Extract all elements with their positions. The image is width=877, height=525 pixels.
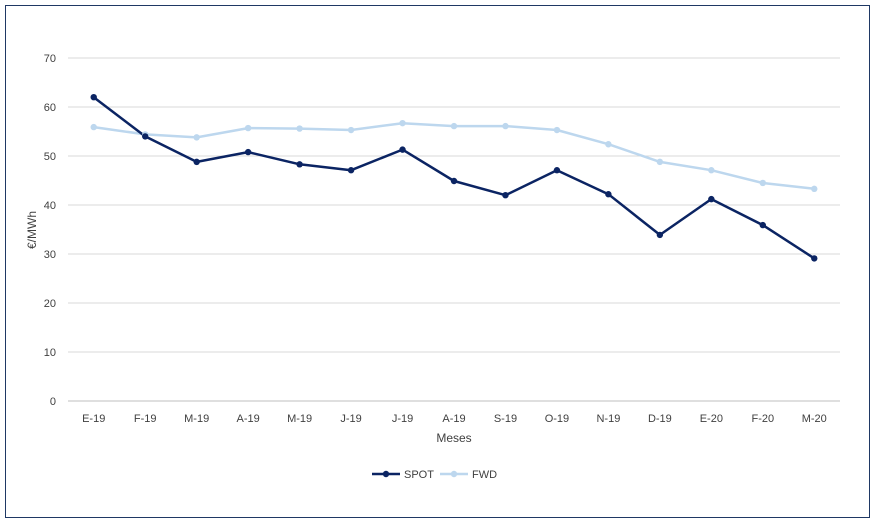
data-point-fwd [656, 158, 664, 166]
data-point-spot [708, 195, 715, 203]
x-tick-label: J-19 [392, 413, 413, 425]
x-tick-label: D-19 [648, 413, 672, 425]
data-point-spot [450, 177, 458, 185]
legend-item-spot: SPOT [372, 469, 434, 481]
data-point-spot [296, 161, 303, 168]
data-point-fwd [193, 134, 200, 141]
x-tick-label: M-19 [287, 413, 312, 425]
data-point-spot [605, 191, 612, 198]
y-tick-label: 60 [44, 102, 56, 114]
y-tick-label: 70 [44, 53, 56, 65]
data-point-fwd [502, 122, 509, 130]
data-point-fwd [244, 124, 252, 132]
legend: SPOT FWD [372, 469, 497, 481]
data-point-fwd [759, 179, 766, 187]
y-tick-label: 30 [44, 249, 56, 261]
x-tick-label: M-19 [184, 413, 209, 425]
data-point-fwd [296, 125, 303, 132]
x-axis-title: Meses [436, 431, 471, 445]
x-tick-label: A-19 [237, 413, 260, 425]
x-tick-label: J-19 [340, 413, 361, 425]
x-tick-label: F-19 [134, 413, 157, 425]
x-tick-label: O-19 [545, 413, 569, 425]
x-tick-label: N-19 [596, 413, 620, 425]
data-point-fwd [347, 126, 355, 134]
gridlines [68, 57, 840, 402]
data-point-fwd [450, 122, 458, 130]
y-tick-label: 40 [44, 200, 56, 212]
x-tick-label: F-20 [751, 413, 774, 425]
x-tick-label: M-20 [802, 413, 827, 425]
series-points [90, 94, 818, 262]
data-point-spot [811, 255, 818, 262]
data-point-fwd [605, 141, 612, 148]
legend-item-fwd: FWD [440, 469, 497, 481]
data-point-fwd [399, 119, 406, 127]
data-point-fwd [553, 126, 561, 134]
data-point-spot [502, 192, 509, 199]
x-tick-label: A-19 [442, 413, 465, 425]
data-point-spot [347, 167, 355, 174]
x-tick-label: E-20 [700, 413, 723, 425]
data-point-spot [193, 158, 200, 166]
data-point-spot [656, 231, 664, 239]
y-axis-ticks: 0 10 20 30 40 50 60 70 [44, 53, 56, 408]
chart-frame [5, 5, 870, 518]
data-point-spot [399, 146, 406, 153]
legend-label: FWD [472, 469, 497, 481]
data-point-spot [759, 221, 766, 229]
legend-marker [382, 470, 390, 478]
data-point-spot [553, 167, 561, 174]
legend-marker [450, 470, 458, 478]
legend-label: SPOT [404, 469, 434, 481]
y-tick-label: 50 [44, 151, 56, 163]
y-tick-label: 0 [50, 396, 56, 408]
x-tick-label: E-19 [82, 413, 105, 425]
data-point-spot [142, 133, 149, 140]
data-point-fwd [708, 167, 715, 174]
y-tick-label: 10 [44, 347, 56, 359]
data-point-fwd [811, 185, 818, 193]
x-tick-label: S-19 [494, 413, 517, 425]
x-axis-ticks: E-19 F-19 M-19 A-19 M-19 J-19 J-19 A-19 S-19 O-19… [82, 413, 827, 425]
y-axis-title: €/MWh [25, 211, 39, 249]
y-tick-label: 20 [44, 298, 56, 310]
data-point-spot [90, 94, 97, 101]
data-point-spot [244, 148, 252, 156]
data-point-fwd [90, 123, 97, 131]
